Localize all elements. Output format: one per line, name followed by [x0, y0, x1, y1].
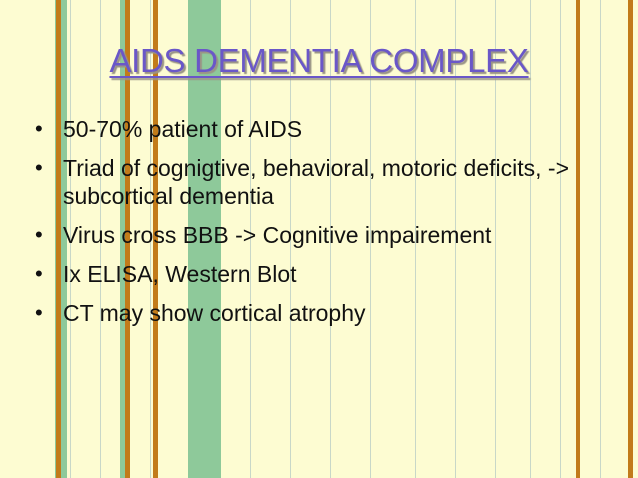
stripe-orange — [153, 0, 158, 478]
stripe-orange — [56, 0, 61, 478]
stripe-thin — [370, 0, 371, 478]
stripe-thin — [415, 0, 416, 478]
bullet-dot: • — [35, 261, 43, 286]
stripe-thin — [330, 0, 331, 478]
bullet-text: CT may show cortical atrophy — [63, 300, 366, 326]
list-item: • CT may show cortical atrophy — [35, 299, 615, 327]
stripe-thin — [150, 0, 151, 478]
bullet-dot: • — [35, 222, 43, 247]
slide-title: AIDS DEMENTIA COMPLEX — [109, 42, 529, 79]
list-item: • Virus cross BBB -> Cognitive impairemen… — [35, 221, 615, 249]
stripe-thin — [70, 0, 71, 478]
stripe-orange — [576, 0, 580, 478]
bullet-dot: • — [35, 300, 43, 325]
stripe-thin — [455, 0, 456, 478]
stripe-thin — [250, 0, 251, 478]
bullet-text: Virus cross BBB -> Cognitive impairement — [63, 222, 492, 248]
list-item: • Ix ELISA, Western Blot — [35, 260, 615, 288]
list-item: • Triad of cognigtive, behavioral, motori… — [35, 154, 615, 210]
stripe-thin — [600, 0, 601, 478]
stripe-thin — [290, 0, 291, 478]
bullet-dot: • — [35, 116, 43, 141]
bullet-text: Triad of cognigtive, behavioral, motoric… — [63, 155, 570, 209]
stripe-green — [120, 0, 126, 478]
stripe-orange — [628, 0, 633, 478]
stripe-green — [188, 0, 221, 478]
list-item: • 50-70% patient of AIDS — [35, 115, 615, 143]
stripe-thin — [495, 0, 496, 478]
stripe-thin — [530, 0, 531, 478]
bullet-text: 50-70% patient of AIDS — [63, 116, 303, 142]
stripe-thin — [560, 0, 561, 478]
stripe-thin — [100, 0, 101, 478]
bullet-list: • 50-70% patient of AIDS • Triad of cognig… — [35, 115, 615, 338]
bullet-dot: • — [35, 155, 43, 180]
bullet-text: Ix ELISA, Western Blot — [63, 261, 297, 287]
stripe-orange — [125, 0, 130, 478]
